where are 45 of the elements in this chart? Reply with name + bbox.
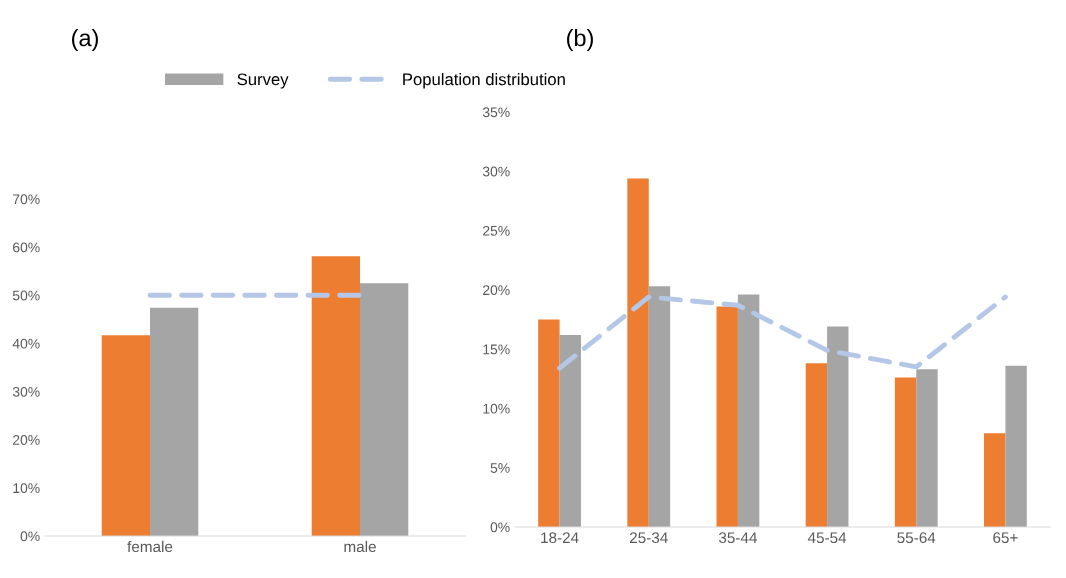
bar xyxy=(648,286,671,527)
legend-label: Population distribution xyxy=(403,73,565,89)
bar xyxy=(1005,365,1027,527)
bar xyxy=(627,178,649,527)
bar xyxy=(311,256,360,536)
x-tick-label: 45-54 xyxy=(807,532,847,544)
y-tick-label: 50% xyxy=(12,290,40,301)
bar xyxy=(360,283,409,536)
y-tick-label: 30% xyxy=(12,386,40,397)
bar xyxy=(894,377,917,527)
bar xyxy=(150,307,199,536)
y-tick-label: 20% xyxy=(13,435,40,445)
chart-title: (b) xyxy=(567,29,593,51)
bar xyxy=(559,334,581,527)
x-tick-label: 55-64 xyxy=(897,532,936,544)
bar xyxy=(737,294,760,527)
x-tick-label: 18-24 xyxy=(541,532,579,544)
y-tick-label: 60% xyxy=(13,242,40,253)
x-tick-label: male xyxy=(344,540,376,553)
bar xyxy=(827,326,849,527)
y-tick-label: 40% xyxy=(12,338,40,349)
x-tick-label: 25-34 xyxy=(629,532,668,544)
y-tick-label: 70% xyxy=(13,194,40,205)
line-series xyxy=(557,294,1008,371)
y-tick-label: 25% xyxy=(483,225,510,236)
y-tick-label: 35% xyxy=(482,107,510,118)
bar xyxy=(805,363,828,527)
bar xyxy=(716,306,738,527)
bar xyxy=(538,319,560,527)
y-tick-label: 5% xyxy=(490,463,510,473)
bar xyxy=(101,335,150,536)
y-tick-label: 30% xyxy=(482,166,510,177)
x-tick-label: 65+ xyxy=(993,532,1018,544)
y-tick-label: 0% xyxy=(20,531,40,542)
bar xyxy=(984,433,1006,527)
chart-title: (a) xyxy=(72,29,98,51)
y-tick-label: 10% xyxy=(483,403,510,414)
y-tick-label: 15% xyxy=(483,344,510,355)
y-tick-label: 0% xyxy=(490,522,510,533)
y-tick-label: 10% xyxy=(13,483,40,494)
y-tick-label: 20% xyxy=(483,285,510,296)
legend-label: Survey xyxy=(237,73,289,89)
bar xyxy=(916,369,938,527)
x-tick-label: female xyxy=(127,540,173,553)
x-tick-label: 35-44 xyxy=(718,532,758,544)
